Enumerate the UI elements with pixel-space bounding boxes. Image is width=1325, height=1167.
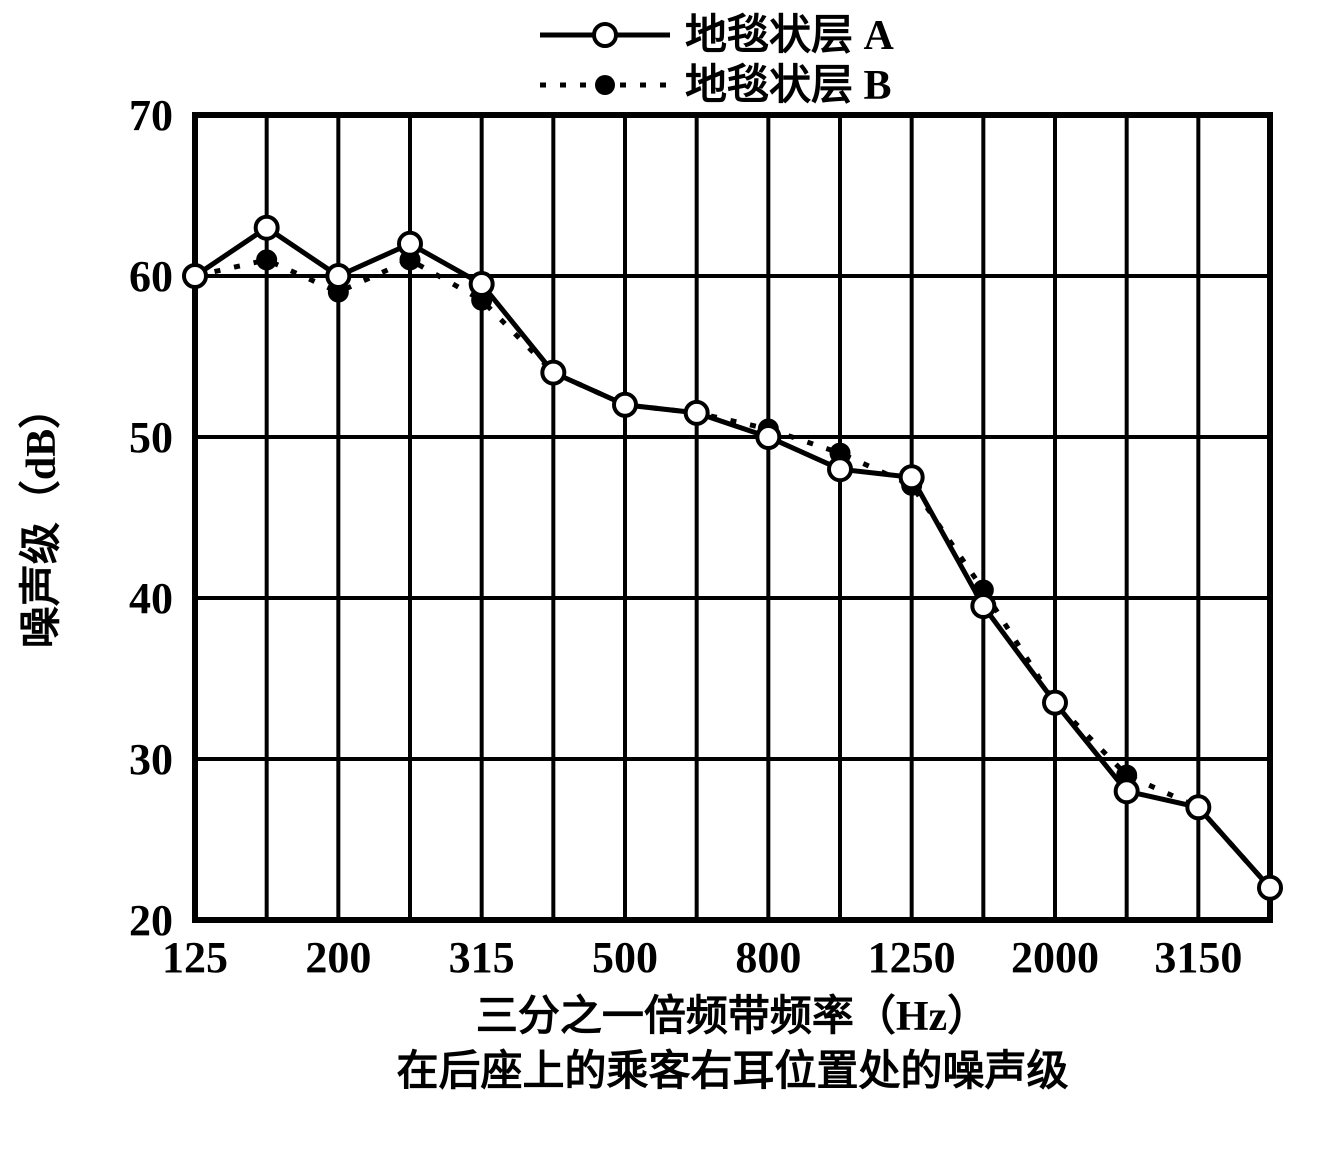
xtick-label: 2000 xyxy=(1011,933,1099,982)
xtick-label: 3150 xyxy=(1154,933,1242,982)
series-marker-A xyxy=(1116,780,1138,802)
chart-svg: 203040506070125200315500800125020003150噪… xyxy=(0,0,1325,1167)
series-marker-A xyxy=(1187,796,1209,818)
series-marker-A xyxy=(614,394,636,416)
series-marker-A xyxy=(542,362,564,384)
series-marker-A xyxy=(901,466,923,488)
series-marker-A xyxy=(972,595,994,617)
xtick-label: 800 xyxy=(735,933,801,982)
ytick-label: 30 xyxy=(129,735,173,784)
series-marker-A xyxy=(256,217,278,239)
series-marker-A xyxy=(327,265,349,287)
ytick-label: 60 xyxy=(129,252,173,301)
series-marker-A xyxy=(1044,692,1066,714)
legend-label-B: 地毯状层 B xyxy=(685,62,892,109)
legend-marker-A xyxy=(594,24,616,46)
ytick-label: 40 xyxy=(129,574,173,623)
caption: 在后座上的乘客右耳位置处的噪声级 xyxy=(396,1048,1068,1095)
xtick-label: 125 xyxy=(162,933,228,982)
series-marker-A xyxy=(829,458,851,480)
series-marker-A xyxy=(757,426,779,448)
ytick-label: 70 xyxy=(129,91,173,140)
series-marker-B xyxy=(257,250,277,270)
chart-container: 203040506070125200315500800125020003150噪… xyxy=(0,0,1325,1167)
series-marker-A xyxy=(1259,877,1281,899)
xtick-label: 315 xyxy=(449,933,515,982)
series-marker-A xyxy=(184,265,206,287)
series-marker-A xyxy=(686,402,708,424)
series-marker-A xyxy=(399,233,421,255)
series-marker-A xyxy=(471,273,493,295)
ytick-label: 50 xyxy=(129,413,173,462)
y-axis-label: 噪声级（dB） xyxy=(18,387,65,648)
xtick-label: 1250 xyxy=(868,933,956,982)
legend-label-A: 地毯状层 A xyxy=(685,12,895,59)
legend-marker-B xyxy=(595,75,615,95)
xtick-label: 200 xyxy=(305,933,371,982)
xtick-label: 500 xyxy=(592,933,658,982)
x-axis-label: 三分之一倍频带频率（Hz） xyxy=(476,993,989,1040)
